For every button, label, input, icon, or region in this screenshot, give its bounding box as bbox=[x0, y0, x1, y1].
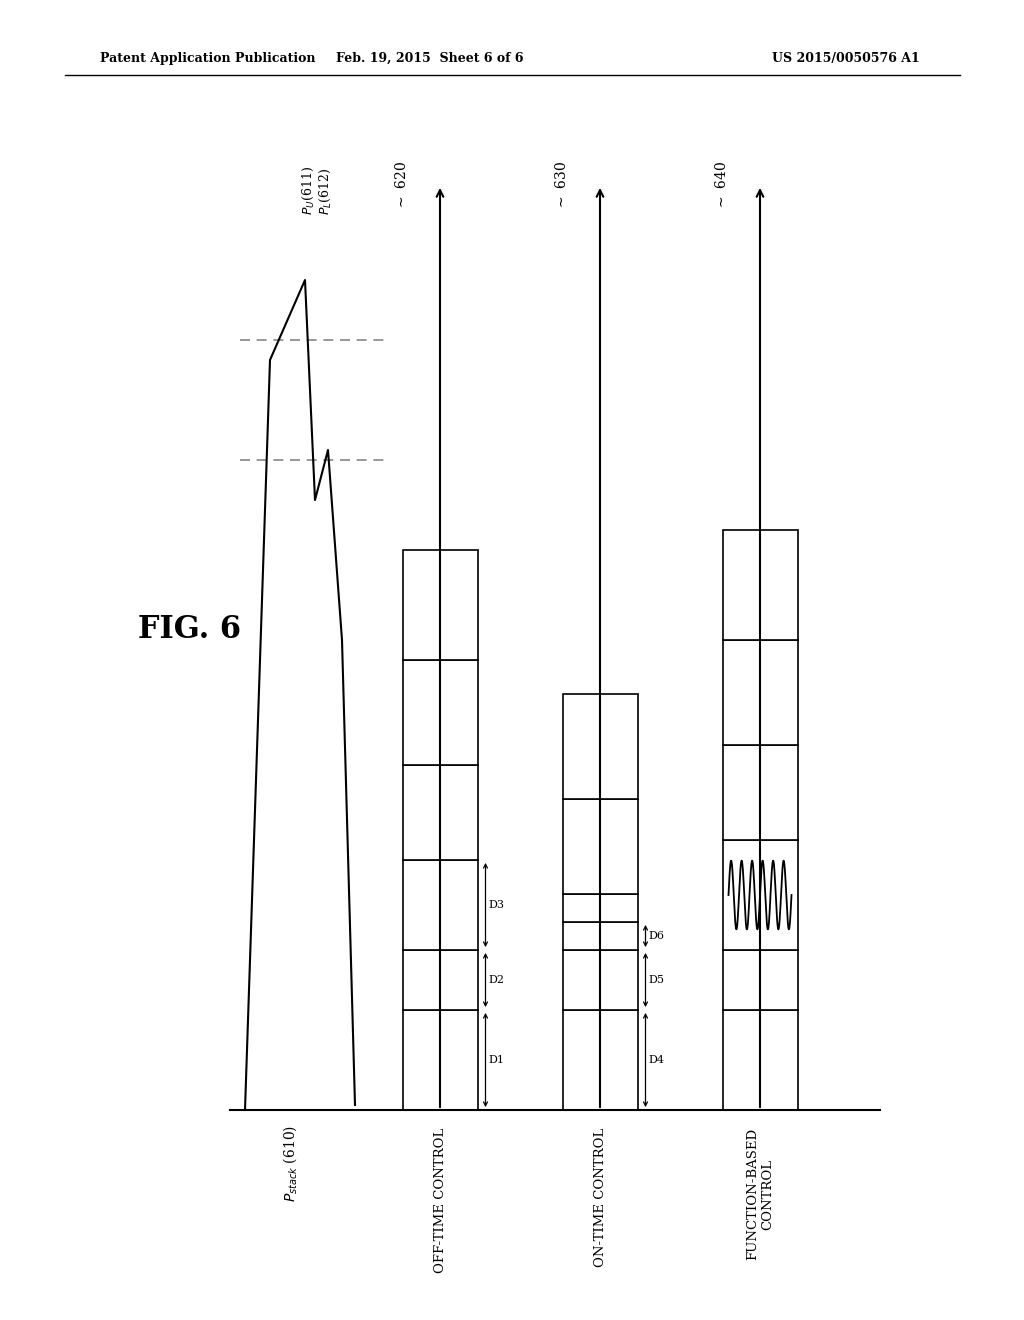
Text: US 2015/0050576 A1: US 2015/0050576 A1 bbox=[772, 51, 920, 65]
Text: FIG. 6: FIG. 6 bbox=[138, 615, 241, 645]
Bar bbox=[562, 799, 638, 894]
Text: D5: D5 bbox=[648, 975, 665, 985]
Bar bbox=[723, 531, 798, 640]
Text: D2: D2 bbox=[488, 975, 505, 985]
Bar bbox=[402, 950, 477, 1010]
Text: ON-TIME CONTROL: ON-TIME CONTROL bbox=[594, 1129, 606, 1267]
Text: D3: D3 bbox=[488, 900, 505, 909]
Text: $P_{stack}$ (610): $P_{stack}$ (610) bbox=[282, 1125, 299, 1203]
Bar bbox=[723, 950, 798, 1010]
Bar bbox=[562, 1010, 638, 1110]
Text: Feb. 19, 2015  Sheet 6 of 6: Feb. 19, 2015 Sheet 6 of 6 bbox=[336, 51, 523, 65]
Bar bbox=[562, 921, 638, 950]
Text: D6: D6 bbox=[648, 931, 665, 941]
Text: D4: D4 bbox=[648, 1055, 665, 1065]
Text: D1: D1 bbox=[488, 1055, 505, 1065]
Bar bbox=[723, 1010, 798, 1110]
Text: OFF-TIME CONTROL: OFF-TIME CONTROL bbox=[433, 1129, 446, 1274]
Text: $P_L$(612): $P_L$(612) bbox=[317, 168, 333, 215]
Bar bbox=[562, 950, 638, 1010]
Bar bbox=[402, 550, 477, 660]
Bar bbox=[402, 660, 477, 766]
Bar bbox=[402, 861, 477, 950]
Bar bbox=[562, 894, 638, 921]
Text: $P_U$(611): $P_U$(611) bbox=[300, 166, 315, 215]
Text: $\sim$ 630: $\sim$ 630 bbox=[555, 161, 569, 210]
Bar bbox=[402, 1010, 477, 1110]
Text: FUNCTION-BASED
CONTROL: FUNCTION-BASED CONTROL bbox=[746, 1129, 774, 1261]
Text: $\sim$ 620: $\sim$ 620 bbox=[394, 161, 410, 210]
Bar bbox=[723, 840, 798, 950]
Text: $\sim$ 640: $\sim$ 640 bbox=[715, 161, 729, 210]
Text: Patent Application Publication: Patent Application Publication bbox=[100, 51, 315, 65]
Bar bbox=[723, 744, 798, 840]
Bar bbox=[562, 694, 638, 799]
Bar bbox=[402, 766, 477, 861]
Bar bbox=[723, 640, 798, 744]
